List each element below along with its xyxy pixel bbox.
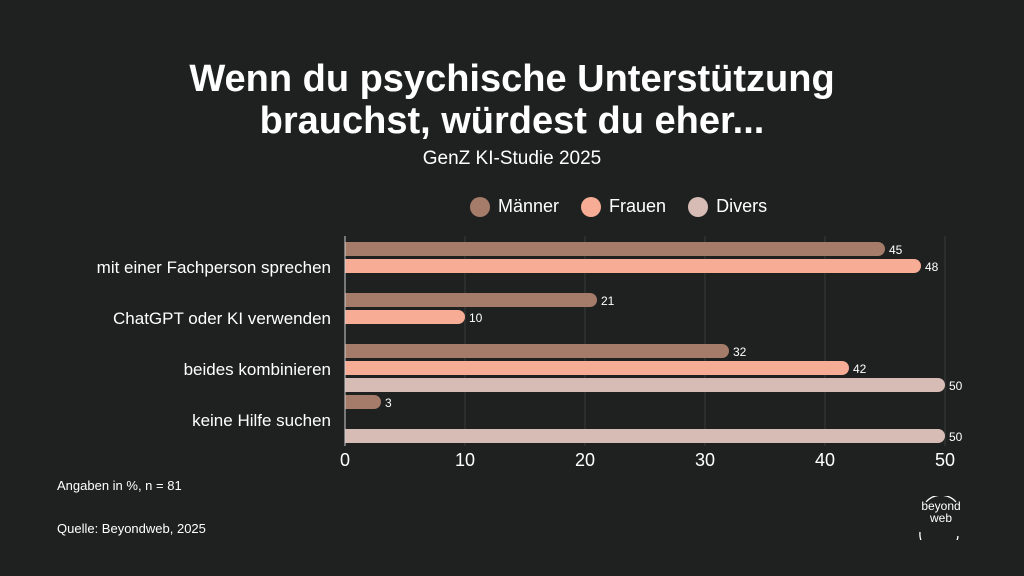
data-label-0-männer: 45 xyxy=(889,243,903,257)
legend-swatch-divers xyxy=(688,196,709,217)
legend-label-frauen: Frauen xyxy=(609,196,667,216)
bar-3-divers xyxy=(345,429,945,443)
logo-text-line-2: web xyxy=(929,511,952,525)
category-label-0: mit einer Fachperson sprechen xyxy=(97,258,331,277)
chart-title-line-1: Wenn du psychische Unterstützung xyxy=(189,58,835,100)
bar-0-männer xyxy=(345,242,885,256)
bar-2-divers xyxy=(345,378,945,392)
data-label-2-divers: 50 xyxy=(949,379,963,393)
footnote-sample: Angaben in %, n = 81 xyxy=(57,478,182,493)
legend-item-frauen: Frauen xyxy=(581,196,666,217)
x-tick-label-10: 10 xyxy=(455,450,475,470)
data-label-3-männer: 3 xyxy=(385,396,392,410)
legend-swatch-frauen xyxy=(581,196,602,217)
bar-3-männer xyxy=(345,395,381,409)
category-label-3: keine Hilfe suchen xyxy=(192,411,331,430)
chart-legend: Männer Frauen Divers xyxy=(470,196,767,217)
beyondweb-logo: beyond web xyxy=(906,494,976,554)
bar-0-frauen xyxy=(345,259,921,273)
data-label-0-frauen: 48 xyxy=(925,260,939,274)
chart-title-line-2: brauchst, würdest du eher... xyxy=(259,100,765,142)
logo-text-line-1: beyond xyxy=(921,499,961,513)
chart-subtitle: GenZ KI-Studie 2025 xyxy=(422,148,602,169)
bar-1-männer xyxy=(345,293,597,307)
legend-label-divers: Divers xyxy=(716,196,768,216)
legend-swatch-maenner xyxy=(470,196,490,217)
legend-item-maenner: Männer xyxy=(470,196,559,217)
data-label-1-männer: 21 xyxy=(601,294,615,308)
bar-2-frauen xyxy=(345,361,849,375)
footnote-source: Quelle: Beyondweb, 2025 xyxy=(57,521,206,536)
x-tick-label-40: 40 xyxy=(815,450,835,470)
data-label-3-divers: 50 xyxy=(949,430,963,444)
bar-2-männer xyxy=(345,344,729,358)
x-tick-label-0: 0 xyxy=(340,450,350,470)
x-tick-label-30: 30 xyxy=(695,450,715,470)
logo-text: beyond web xyxy=(906,500,976,524)
data-label-1-frauen: 10 xyxy=(469,311,483,325)
category-label-1: ChatGPT oder KI verwenden xyxy=(113,309,331,328)
data-label-2-frauen: 42 xyxy=(853,362,867,376)
legend-label-maenner: Männer xyxy=(498,196,560,216)
category-label-2: beides kombinieren xyxy=(184,360,331,379)
x-tick-label-20: 20 xyxy=(575,450,595,470)
chart-title: Wenn du psychische Unterstützung brauchs… xyxy=(0,58,1024,142)
legend-item-divers: Divers xyxy=(688,196,767,217)
bar-1-frauen xyxy=(345,310,465,324)
x-tick-label-50: 50 xyxy=(935,450,955,470)
data-label-2-männer: 32 xyxy=(733,345,747,359)
